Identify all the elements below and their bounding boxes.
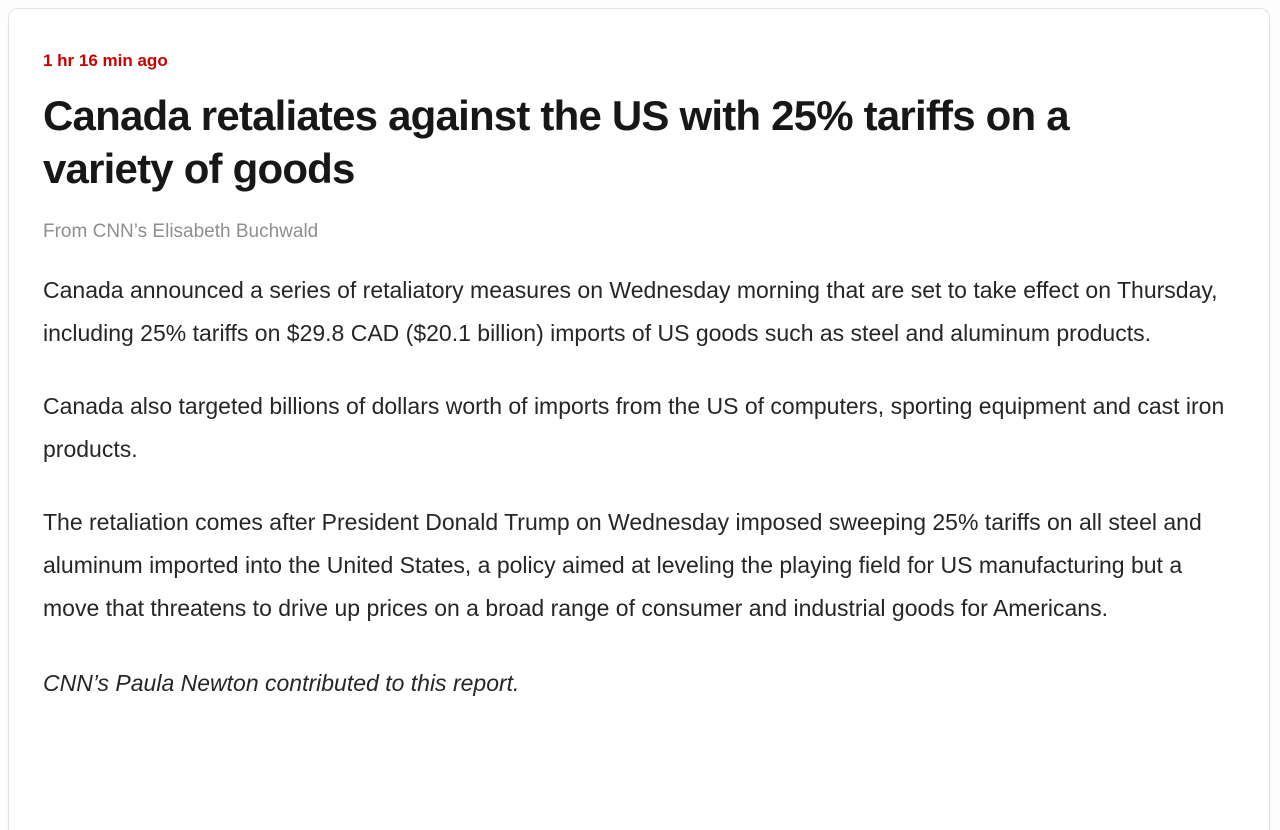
post-byline: From CNN’s Elisabeth Buchwald (43, 221, 319, 242)
post-headline: Canada retaliates against the US with 25… (43, 92, 1070, 192)
post-timestamp: 1 hr 16 min ago (43, 51, 168, 70)
paragraph-3: The retaliation comes after President Do… (43, 509, 1202, 621)
contributor-note: CNN’s Paula Newton contributed to this r… (43, 670, 520, 696)
paragraph-1: Canada announced a series of retaliatory… (43, 277, 1218, 346)
post-body: Canada announced a series of retaliatory… (43, 269, 1229, 705)
paragraph-2: Canada also targeted billions of dollars… (43, 393, 1225, 462)
live-post-card: 1 hr 16 min ago Canada retaliates agains… (8, 8, 1270, 830)
